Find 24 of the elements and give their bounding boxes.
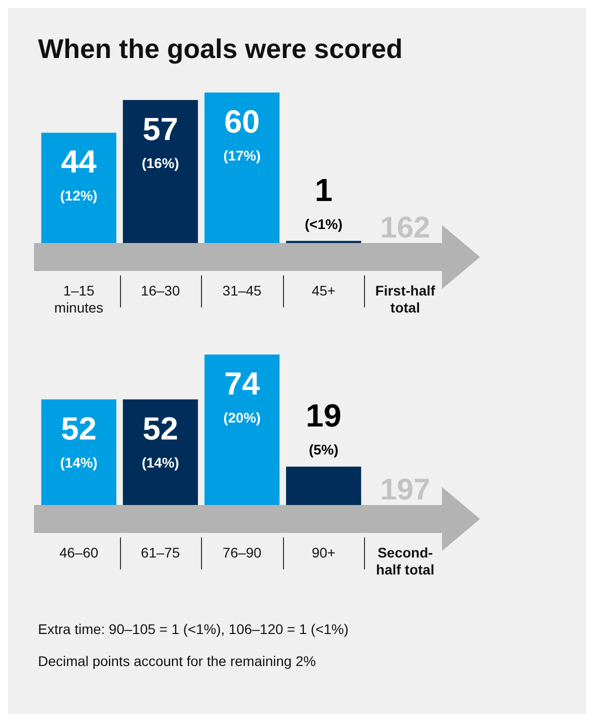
bar bbox=[122, 100, 198, 244]
x-tick-label: 1–15 minutes bbox=[54, 282, 104, 316]
x-tick-label: 90+ bbox=[312, 544, 336, 561]
bar bbox=[41, 132, 116, 244]
data-label: 60 (17%) bbox=[223, 104, 261, 164]
data-label: 52 (14%) bbox=[60, 410, 98, 470]
x-tick-label: 61–75 bbox=[140, 544, 180, 561]
x-tick-label: Second-half total bbox=[376, 544, 434, 578]
x-tick-label: First-half total bbox=[375, 282, 436, 316]
x-tick-label: 16–30 bbox=[140, 282, 180, 299]
data-label: 52 (14%) bbox=[142, 410, 180, 470]
bar bbox=[204, 92, 280, 244]
x-tick-label: 31–45 bbox=[222, 282, 262, 299]
text: Decimal points account for the remaining 2% bbox=[37, 652, 317, 671]
data-label: 1 (<1%) bbox=[304, 172, 342, 232]
data-label: 44 (12%) bbox=[60, 144, 98, 204]
data-label: 74 (20%) bbox=[223, 366, 261, 426]
data-label: 57 (16%) bbox=[142, 111, 180, 172]
chart-title: When the goals were scored bbox=[37, 33, 404, 66]
text: Extra time: 90–105 = 1 (<1%), 106–120 = 1 (<1%) bbox=[37, 620, 350, 639]
x-tick-label: 46–60 bbox=[59, 544, 98, 561]
x-tick-label: 45+ bbox=[312, 282, 336, 299]
x-tick-label: 76–90 bbox=[222, 544, 262, 561]
data-label: 19 (5%) bbox=[306, 398, 342, 458]
